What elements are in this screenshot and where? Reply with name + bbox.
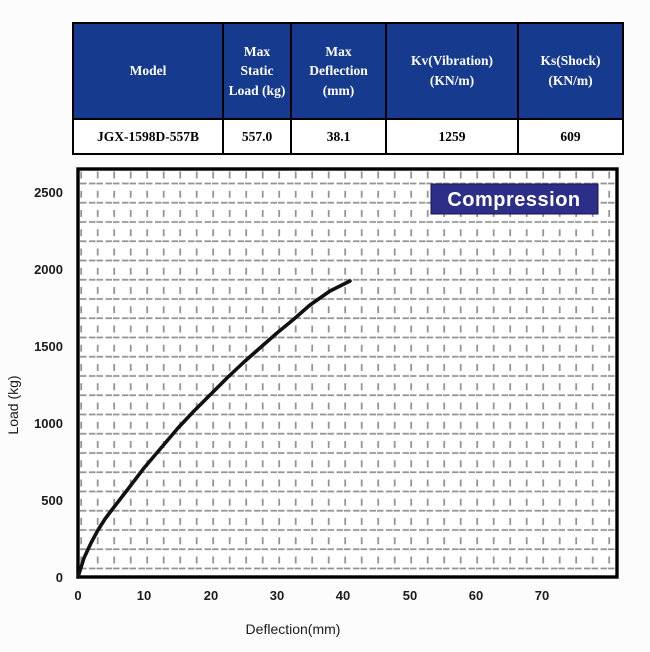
x-tick-label: 50 (403, 588, 417, 603)
x-tick-label: 20 (204, 588, 218, 603)
y-axis-title: Load (kg) (5, 375, 21, 434)
cell-max-static-load: 557.0 (222, 118, 292, 155)
header-ks-shock: Ks(Shock) (KN/m) (517, 22, 624, 120)
header-max-static-load: Max Static Load (kg) (222, 22, 292, 120)
x-tick-label: 70 (535, 588, 549, 603)
plot-frame (76, 167, 619, 579)
header-model: Model (72, 22, 224, 120)
x-tick-label: 40 (336, 588, 350, 603)
cell-kv-vibration: 1259 (385, 118, 519, 155)
y-tick-label: 0 (56, 570, 63, 585)
header-kv-vibration: Kv(Vibration) (KN/m) (385, 22, 519, 120)
y-axis-ticks: 0 500 1000 1500 2000 2500 (34, 185, 63, 585)
y-tick-label: 500 (41, 493, 63, 508)
header-max-deflection: Max Deflection (mm) (290, 22, 387, 120)
x-tick-label: 60 (469, 588, 483, 603)
x-tick-label: 10 (137, 588, 151, 603)
compression-badge-label: Compression (447, 189, 580, 211)
y-tick-label: 2000 (34, 262, 63, 277)
y-tick-label: 1500 (34, 339, 63, 354)
x-tick-label: 30 (270, 588, 284, 603)
spec-table-data-row: JGX-1598D-557B 557.0 38.1 1259 609 (72, 118, 624, 155)
cell-max-deflection: 38.1 (290, 118, 387, 155)
load-deflection-curve (76, 279, 352, 579)
x-axis-ticks: 0 10 20 30 40 50 60 70 (74, 588, 549, 603)
y-tick-label: 1000 (34, 416, 63, 431)
spec-table-header-row: Model Max Static Load (kg) Max Deflectio… (72, 22, 624, 120)
plot-grid (78, 169, 617, 577)
x-tick-label: 0 (74, 588, 81, 603)
cell-ks-shock: 609 (517, 118, 624, 155)
x-axis-title: Deflection(mm) (246, 621, 341, 637)
spec-table: Model Max Static Load (kg) Max Deflectio… (72, 22, 624, 155)
y-tick-label: 2500 (34, 185, 63, 200)
compression-badge: Compression (430, 183, 599, 215)
cell-model: JGX-1598D-557B (72, 118, 224, 155)
